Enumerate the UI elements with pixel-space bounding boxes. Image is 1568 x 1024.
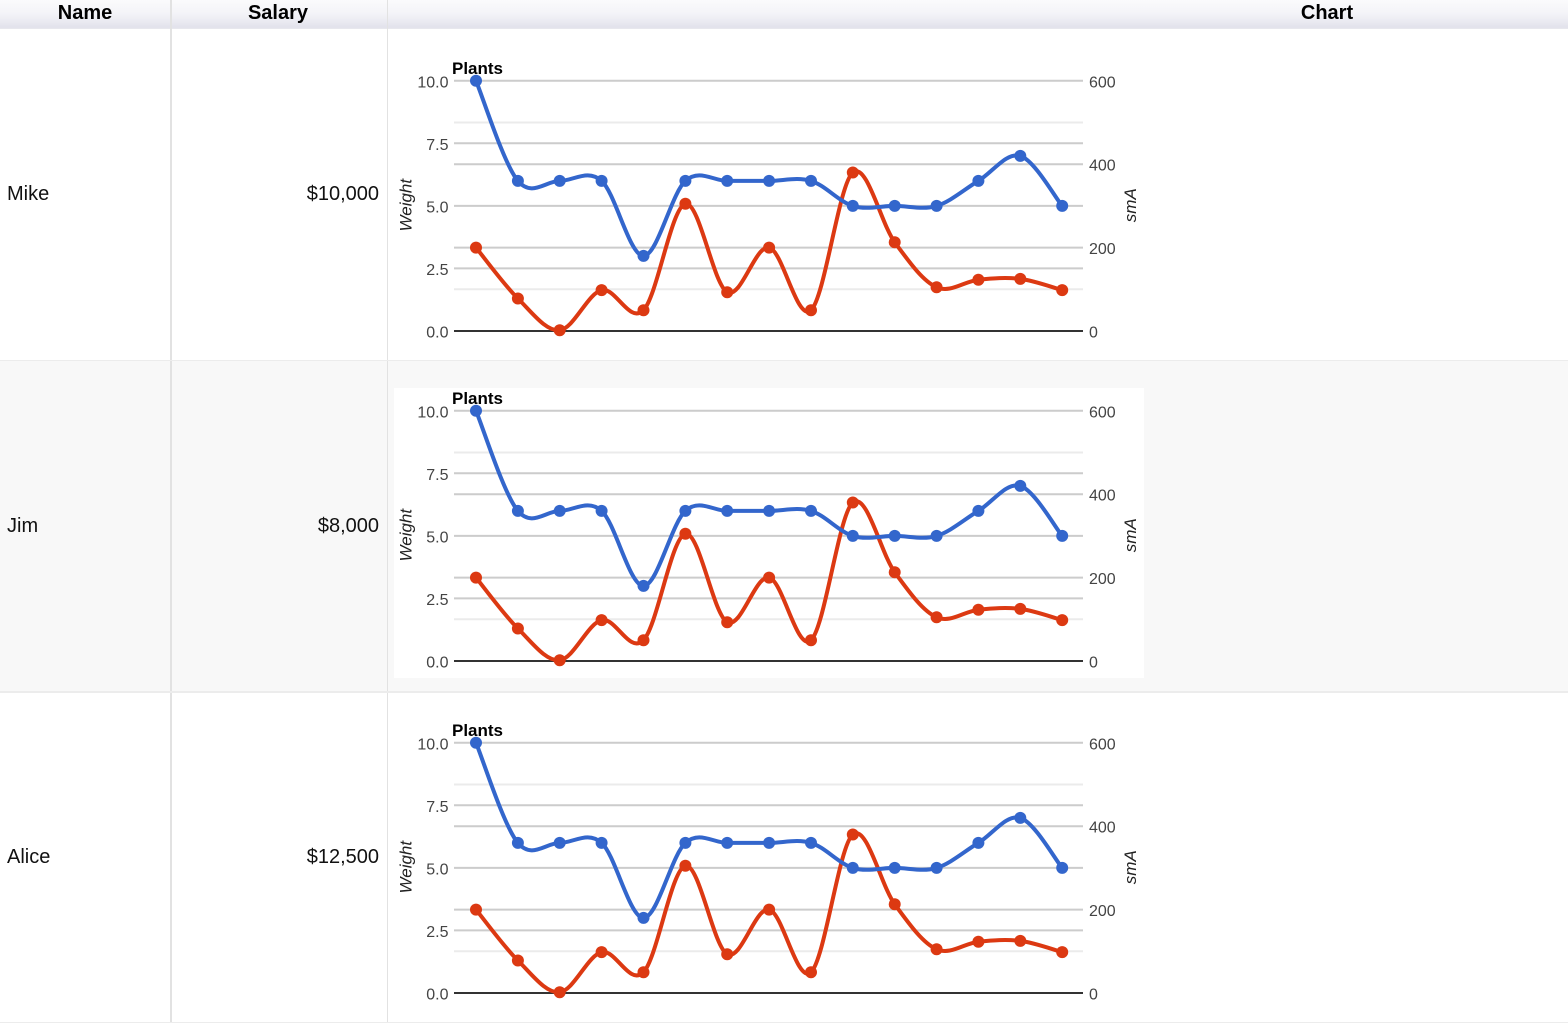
svg-text:400: 400 bbox=[1089, 157, 1116, 174]
svg-text:Plants: Plants bbox=[452, 721, 503, 740]
svg-text:0.0: 0.0 bbox=[426, 324, 448, 341]
svg-text:200: 200 bbox=[1089, 903, 1116, 920]
svg-text:400: 400 bbox=[1089, 488, 1116, 505]
svg-text:Plants: Plants bbox=[452, 389, 503, 408]
svg-text:Weight: Weight bbox=[397, 508, 416, 562]
svg-text:5.0: 5.0 bbox=[426, 530, 448, 547]
svg-text:600: 600 bbox=[1089, 74, 1116, 91]
svg-text:0: 0 bbox=[1089, 986, 1098, 1003]
svg-text:5.0: 5.0 bbox=[426, 199, 448, 216]
svg-text:0.0: 0.0 bbox=[426, 986, 448, 1003]
svg-text:0: 0 bbox=[1089, 324, 1098, 341]
svg-text:7.5: 7.5 bbox=[426, 467, 448, 484]
svg-text:2.5: 2.5 bbox=[426, 592, 448, 609]
svg-text:smA: smA bbox=[1121, 519, 1140, 553]
svg-text:200: 200 bbox=[1089, 571, 1116, 588]
svg-text:600: 600 bbox=[1089, 405, 1116, 422]
svg-text:600: 600 bbox=[1089, 736, 1116, 753]
svg-text:400: 400 bbox=[1089, 819, 1116, 836]
svg-text:2.5: 2.5 bbox=[426, 924, 448, 941]
svg-text:5.0: 5.0 bbox=[426, 861, 448, 878]
svg-text:Weight: Weight bbox=[397, 839, 416, 893]
svg-text:10.0: 10.0 bbox=[417, 736, 448, 753]
svg-text:2.5: 2.5 bbox=[426, 261, 448, 278]
svg-text:10.0: 10.0 bbox=[417, 405, 448, 422]
svg-text:0.0: 0.0 bbox=[426, 655, 448, 672]
svg-text:200: 200 bbox=[1089, 241, 1116, 258]
svg-text:Weight: Weight bbox=[397, 177, 416, 231]
svg-text:7.5: 7.5 bbox=[426, 136, 448, 153]
svg-text:smA: smA bbox=[1121, 850, 1140, 884]
svg-text:10.0: 10.0 bbox=[417, 74, 448, 91]
svg-text:0: 0 bbox=[1089, 655, 1098, 672]
svg-text:Plants: Plants bbox=[452, 59, 503, 78]
svg-text:7.5: 7.5 bbox=[426, 799, 448, 816]
svg-text:smA: smA bbox=[1121, 188, 1140, 222]
